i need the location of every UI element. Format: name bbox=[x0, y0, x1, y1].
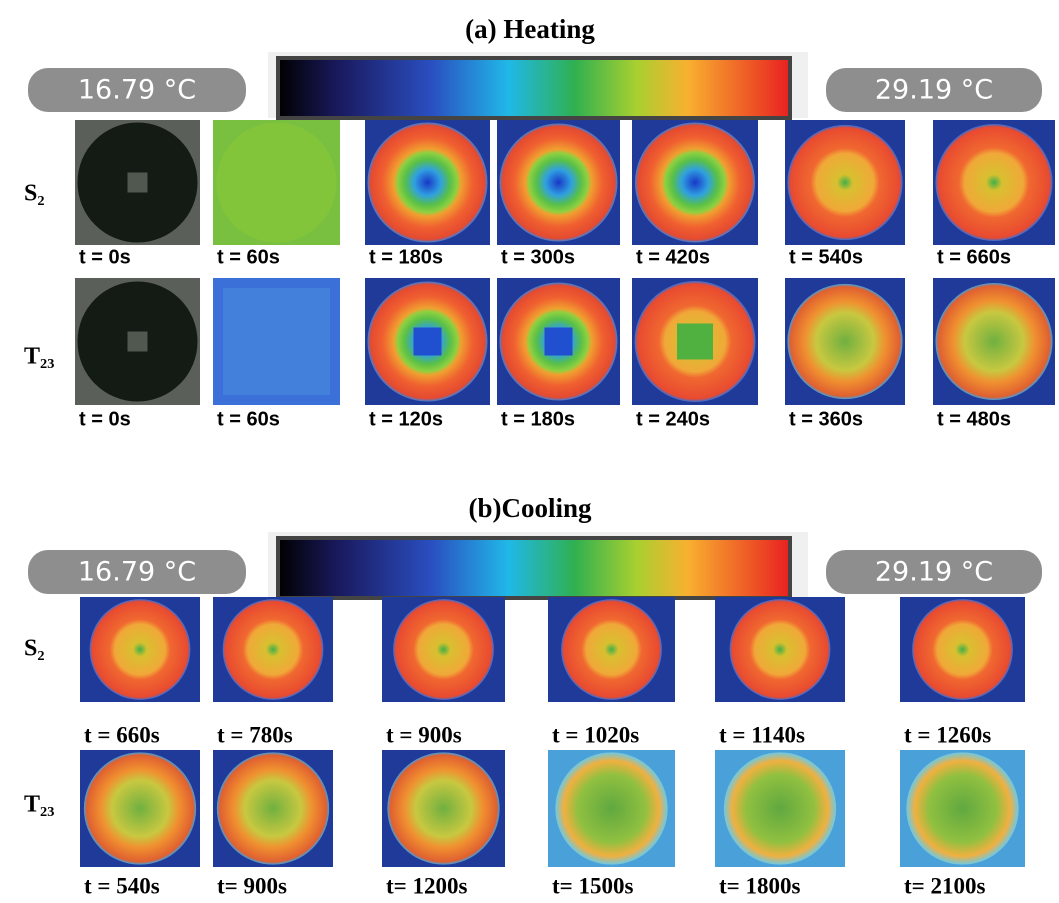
thermal-disc bbox=[216, 752, 330, 865]
panel: (a) Heating 16.79 °C 29.19 °C S₂ t = 0s t = 6… bbox=[24, 14, 1055, 430]
thermal-image bbox=[213, 120, 340, 245]
sample-center bbox=[127, 172, 148, 193]
thermal-image bbox=[548, 597, 675, 702]
thermal-image bbox=[365, 278, 490, 405]
thermal-image bbox=[213, 597, 333, 702]
time-label: t = 780s bbox=[217, 722, 293, 747]
thermal-image bbox=[382, 597, 505, 702]
thermal-disc bbox=[723, 752, 837, 865]
time-label: t= 1800s bbox=[719, 873, 801, 898]
time-label: t= 1500s bbox=[552, 873, 634, 898]
scale-max: 29.19 °C bbox=[875, 557, 993, 588]
time-label: t = 1140s bbox=[719, 722, 805, 747]
thermal-disc bbox=[935, 282, 1053, 401]
thermal-disc bbox=[912, 599, 1013, 700]
time-label: t = 180s bbox=[501, 408, 575, 430]
thermal-image bbox=[933, 278, 1055, 405]
scale-min: 16.79 °C bbox=[78, 557, 196, 588]
thermal-image bbox=[497, 278, 620, 405]
time-label: t= 1200s bbox=[386, 873, 468, 898]
thermal-image bbox=[632, 120, 758, 245]
time-label: t = 0s bbox=[79, 246, 131, 268]
thermal-center bbox=[677, 323, 713, 360]
time-label: t = 240s bbox=[636, 408, 710, 430]
scale-max: 29.19 °C bbox=[875, 75, 993, 106]
thermal-image bbox=[365, 120, 490, 245]
thermal-disc bbox=[935, 123, 1053, 242]
thermal-image bbox=[715, 597, 845, 702]
time-label: t = 60s bbox=[217, 408, 280, 430]
thermal-disc bbox=[216, 122, 337, 243]
thermal-disc bbox=[729, 599, 831, 700]
time-label: t = 120s bbox=[369, 408, 443, 430]
row-label: T₂₃ bbox=[24, 344, 54, 370]
row-label: S₂ bbox=[24, 181, 45, 207]
scale-min-box bbox=[28, 550, 246, 594]
thermal-disc bbox=[499, 123, 618, 242]
thermal-disc bbox=[906, 752, 1019, 865]
thermal-image bbox=[80, 750, 200, 867]
time-label: t = 0s bbox=[79, 408, 131, 430]
time-label: t = 480s bbox=[937, 408, 1011, 430]
thermal-disc bbox=[367, 122, 488, 243]
thermal-disc bbox=[787, 124, 903, 241]
thermal-disc bbox=[787, 283, 903, 400]
thermal-image bbox=[213, 278, 340, 405]
thermal-image bbox=[785, 278, 905, 405]
thermal-disc bbox=[561, 599, 662, 700]
time-label: t= 900s bbox=[217, 873, 287, 898]
time-label: t = 540s bbox=[84, 873, 160, 898]
scale-min-box bbox=[28, 68, 246, 112]
time-label: t= 2100s bbox=[904, 873, 986, 898]
time-label: t = 360s bbox=[789, 408, 863, 430]
thermal-disc bbox=[222, 599, 324, 700]
time-label: t = 660s bbox=[937, 246, 1011, 268]
time-label: t = 180s bbox=[369, 246, 443, 268]
scale-min: 16.79 °C bbox=[78, 75, 196, 106]
thermal-image bbox=[900, 750, 1025, 867]
thermal-image bbox=[933, 120, 1055, 245]
panel-title: (b)Cooling bbox=[468, 493, 592, 523]
thermal-disc bbox=[393, 599, 494, 700]
colorbar bbox=[276, 56, 792, 120]
thermal-image bbox=[75, 278, 200, 405]
time-label: t = 1020s bbox=[552, 722, 639, 747]
scale-max-box bbox=[826, 550, 1042, 594]
time-label: t = 60s bbox=[217, 246, 280, 268]
sample-center bbox=[127, 331, 148, 352]
time-label: t = 300s bbox=[501, 246, 575, 268]
scale-max-box bbox=[826, 68, 1042, 112]
thermal-image bbox=[715, 750, 845, 867]
thermal-image bbox=[632, 278, 758, 405]
thermal-disc bbox=[83, 752, 197, 865]
thermal-disc bbox=[555, 752, 668, 865]
thermal-image bbox=[382, 750, 505, 867]
thermal-image bbox=[900, 597, 1025, 702]
thermal-image bbox=[213, 750, 333, 867]
thermal-image bbox=[548, 750, 675, 867]
row-label: S₂ bbox=[24, 636, 45, 662]
thermal-image bbox=[80, 597, 200, 702]
time-label: t = 900s bbox=[386, 722, 462, 747]
time-label: t = 540s bbox=[789, 246, 863, 268]
colorbar bbox=[276, 536, 792, 600]
thermal-disc bbox=[387, 752, 500, 865]
thermal-image bbox=[75, 120, 200, 245]
panel-title: (a) Heating bbox=[465, 14, 595, 44]
thermal-disc bbox=[635, 122, 755, 243]
time-label: t = 660s bbox=[84, 722, 160, 747]
time-label: t = 420s bbox=[636, 246, 710, 268]
thermal-noise bbox=[223, 288, 330, 395]
thermal-disc bbox=[89, 599, 191, 700]
thermal-image bbox=[785, 120, 905, 245]
thermal-center bbox=[544, 327, 573, 356]
panel: (b)Cooling 16.79 °C 29.19 °C S₂ t = 660s t = … bbox=[24, 493, 1042, 898]
thermal-center bbox=[413, 327, 442, 356]
row-label: T₂₃ bbox=[24, 792, 54, 818]
thermal-image bbox=[497, 120, 620, 245]
time-label: t = 1260s bbox=[904, 722, 991, 747]
